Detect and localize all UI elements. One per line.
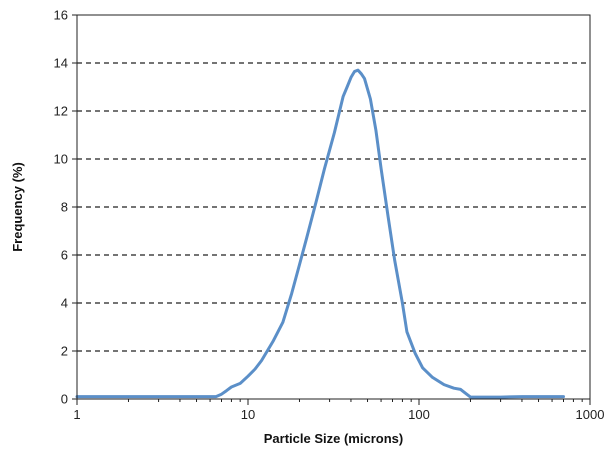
y-axis-ticks: 0 2 4 6 8 10 12 14 16 — [54, 8, 77, 407]
series-layer — [75, 68, 565, 399]
y-tick-label: 2 — [61, 344, 68, 359]
x-tick-label: 1 — [73, 407, 80, 422]
x-tick-label: 10 — [241, 407, 255, 422]
x-axis-ticks: 1 10 100 1000 — [73, 399, 604, 422]
y-axis-title: Frequency (%) — [10, 162, 25, 252]
y-tick-label: 0 — [61, 392, 68, 407]
gridlines — [77, 62, 590, 352]
x-axis-title: Particle Size (microns) — [264, 431, 403, 446]
y-tick-label: 10 — [54, 152, 68, 167]
x-tick-label: 1000 — [576, 407, 605, 422]
y-tick-label: 8 — [61, 200, 68, 215]
y-tick-label: 16 — [54, 8, 68, 23]
series-line-0 — [75, 68, 565, 399]
x-tick-label: 100 — [408, 407, 430, 422]
y-tick-label: 12 — [54, 104, 68, 119]
y-tick-label: 14 — [54, 56, 68, 71]
y-tick-label: 6 — [61, 248, 68, 263]
y-tick-label: 4 — [61, 296, 68, 311]
